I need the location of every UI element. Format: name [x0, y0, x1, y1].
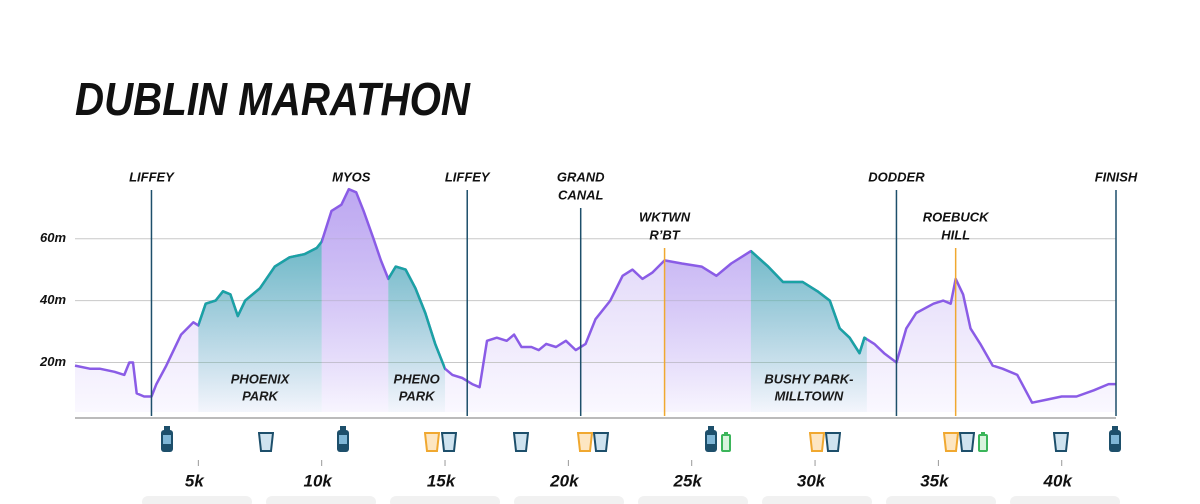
annotation-label: ROEBUCK [923, 209, 990, 224]
x-tick-label: 30k [797, 471, 827, 490]
cup [825, 432, 841, 452]
cup [943, 432, 959, 452]
water-bottle [1109, 426, 1121, 452]
water-bottle [161, 426, 173, 452]
annotation-label: WKTWN [639, 209, 691, 224]
aid-stations [161, 426, 1121, 452]
annotation-label: MYOS [332, 169, 371, 184]
region-label: PARK [399, 388, 436, 403]
chart-title: DUBLIN MARATHON [75, 73, 471, 125]
cup [577, 432, 593, 452]
x-tick-label: 35k [920, 471, 950, 490]
y-tick-label: 20m [39, 354, 66, 369]
annotation-label: FINISH [1095, 169, 1138, 184]
annotation-label: HILL [941, 227, 970, 242]
water-bottle [705, 426, 717, 452]
water-bottle [337, 426, 349, 452]
x-tick-label: 10k [303, 471, 333, 490]
region-label: PHOENIX [231, 371, 291, 386]
region-line [198, 237, 322, 327]
x-tick-label: 15k [427, 471, 457, 490]
x-tick-label: 5k [185, 471, 205, 490]
annotation-label: DODDER [868, 169, 925, 184]
cup [959, 432, 975, 452]
cup [258, 432, 274, 452]
annotation-label: LIFFEY [129, 169, 175, 184]
region-area [750, 251, 867, 412]
annotation-label: R’BT [649, 227, 680, 242]
region-area [321, 189, 389, 412]
cup [593, 432, 609, 452]
cup [441, 432, 457, 452]
cup [809, 432, 825, 452]
region-label: BUSHY PARK- [764, 371, 853, 386]
region-area [388, 266, 446, 412]
x-tick-label: 20k [549, 471, 580, 490]
cup [513, 432, 529, 452]
annotation-label: LIFFEY [445, 169, 491, 184]
gel [978, 432, 988, 452]
region-area [664, 251, 751, 412]
cup [1053, 432, 1069, 452]
x-tick-label: 40k [1043, 471, 1074, 490]
plot-area: 20m 40m 60m PHOENIX PARK PHENO PARK BUSHY PARK-… [39, 169, 1138, 490]
y-tick-label: 60m [40, 230, 66, 245]
gel [721, 432, 731, 452]
region-label: MILLTOWN [774, 388, 843, 403]
region-label: PARK [242, 388, 279, 403]
y-tick-label: 40m [39, 292, 66, 307]
annotation-label: GRAND [557, 169, 605, 184]
bottom-pills [142, 496, 1120, 504]
x-tick-label: 25k [673, 471, 704, 490]
region-area [198, 241, 322, 412]
cup [424, 432, 440, 452]
region-label: PHENO [394, 371, 440, 386]
annotation-label: CANAL [558, 187, 604, 202]
